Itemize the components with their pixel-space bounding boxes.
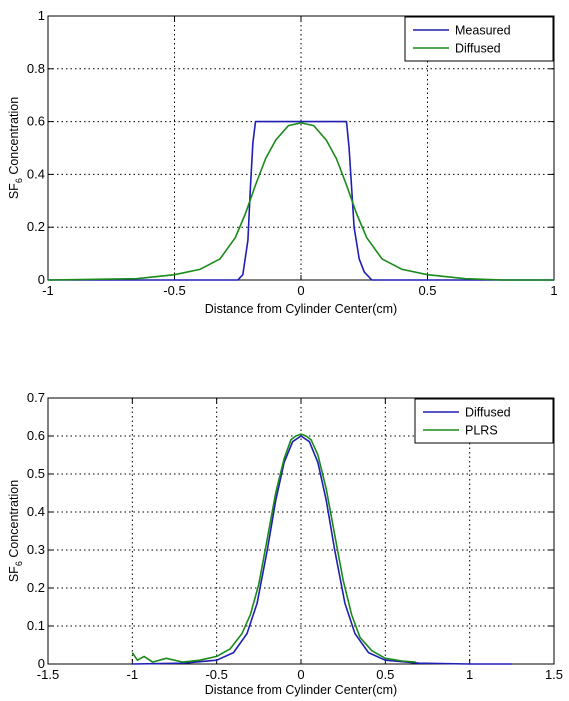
x-tick-label: 0.5: [418, 283, 436, 298]
y-axis-label-main: SF: [7, 183, 21, 199]
top-chart: -1 -0.5 0 0.5 1 0 0.2 0.4 0.6 0.8 1 Distance from C…: [7, 8, 558, 316]
y-axis-label-main: SF: [7, 566, 21, 582]
legend-label-diffused: Diffused: [455, 42, 501, 56]
legend-box: [414, 398, 554, 444]
x-tick-label: -1.5: [37, 667, 59, 682]
x-tick-label: 1: [550, 283, 557, 298]
y-tick-label: 0.4: [27, 504, 45, 519]
legend-label-plrs: PLRS: [465, 424, 498, 438]
x-tick-label: 0: [297, 667, 304, 682]
y-tick-label: 0.6: [27, 428, 45, 443]
y-tick-label: 0.1: [27, 618, 45, 633]
y-tick-label: 0.7: [27, 390, 45, 405]
x-tick-label: 0: [297, 283, 304, 298]
x-tick-label: -1: [127, 667, 139, 682]
series-line-plrs: [131, 433, 416, 663]
legend-box: [404, 16, 554, 62]
bottom-chart: -1.5 -1 -0.5 0 0.5 1 1.5 0 0.1 0.2 0.3 0.4 0.5 0.6 0.7…: [7, 390, 563, 697]
y-axis-label-subscript: 6: [14, 561, 24, 566]
y-axis-label-rest: Concentration: [7, 480, 21, 561]
series-line-diffused: [47, 122, 554, 281]
y-tick-label: 0: [38, 272, 45, 287]
y-tick-label: 0.4: [27, 166, 45, 181]
x-tick-label: -0.5: [205, 667, 227, 682]
legend: Measured Diffused: [404, 16, 554, 62]
y-tick-label: 0.2: [27, 219, 45, 234]
y-axis-label-rest: Concentration: [7, 97, 21, 178]
series-line-diffused: [132, 435, 512, 665]
x-tick-label: 1.5: [545, 667, 563, 682]
y-tick-label: 0: [38, 656, 45, 671]
x-axis-label: Distance from Cylinder Center(cm): [205, 302, 397, 316]
y-tick-label: 0.3: [27, 542, 45, 557]
y-tick-label: 0.5: [27, 466, 45, 481]
y-tick-label: 0.8: [27, 61, 45, 76]
x-tick-label: -0.5: [163, 283, 185, 298]
y-tick-label: 0.6: [27, 114, 45, 129]
x-tick-label: 1: [466, 667, 473, 682]
y-axis-label: SF6 Concentration: [7, 480, 24, 582]
x-tick-label: 0.5: [376, 667, 394, 682]
legend: Diffused PLRS: [414, 398, 554, 444]
y-axis-label-subscript: 6: [14, 178, 24, 183]
x-tick-label: -1: [42, 283, 54, 298]
legend-label-measured: Measured: [455, 24, 511, 38]
legend-label-diffused: Diffused: [465, 406, 511, 420]
series-line-measured: [48, 120, 554, 281]
x-axis-label: Distance from Cylinder Center(cm): [205, 683, 397, 697]
y-axis-label: SF6 Concentration: [7, 97, 24, 199]
y-tick-label: 0.2: [27, 580, 45, 595]
y-tick-label: 1: [38, 8, 45, 23]
